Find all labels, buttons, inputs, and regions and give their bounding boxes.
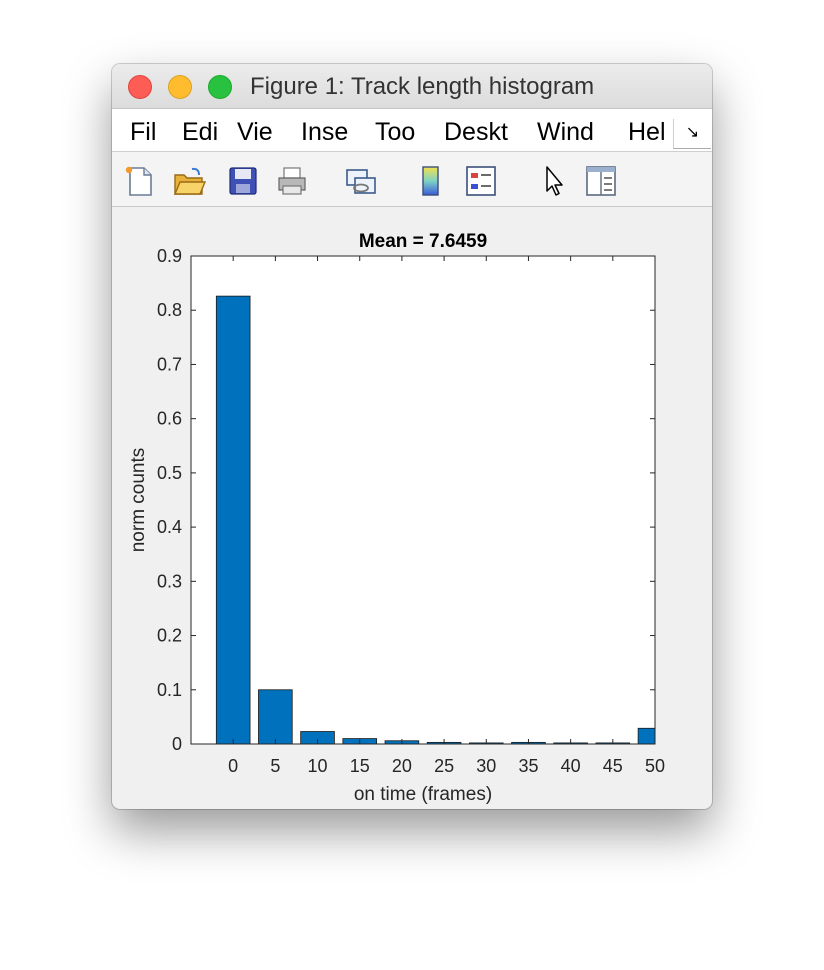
menu-insert[interactable]: Inse [301,118,349,146]
colorbar-icon[interactable] [414,164,448,198]
close-window-button[interactable] [128,75,152,99]
legend-icon[interactable] [464,164,498,198]
histogram-bar [215,295,251,745]
x-tick-label: 20 [392,756,412,776]
x-tick-label: 25 [434,756,454,776]
y-tick-label: 0.3 [157,571,182,591]
axes-background [191,256,655,744]
y-tick-label: 0.8 [157,300,182,320]
chart-title: Mean = 7.6459 [359,231,487,252]
x-axis-label: on time (frames) [354,784,492,805]
title-bar[interactable]: Figure 1: Track length histogram [112,64,712,109]
x-tick-label: 10 [308,756,328,776]
histogram-chart: 0 5 10 15 20 25 30 35 40 45 50 0 0.1 0.2 0.3 0.4 0.5 0.6 0… [128,231,665,805]
minimize-window-button[interactable] [168,75,192,99]
x-tick-label: 15 [350,756,370,776]
plot-area: 0 5 10 15 20 25 30 35 40 45 50 0 0.1 0.2 0.3 0.4 0.5 0.6 0… [112,207,712,809]
new-figure-icon[interactable] [122,164,156,198]
menu-view[interactable]: Vie [237,118,273,146]
y-tick-label: 0.6 [157,409,182,429]
x-tick-label: 5 [270,756,280,776]
y-tick-label: 0.1 [157,680,182,700]
y-tick-label: 0.2 [157,626,182,646]
y-tick-label: 0.5 [157,463,182,483]
menu-window[interactable]: Wind [537,118,594,146]
menu-tools[interactable]: Too [375,118,416,146]
link-plot-icon[interactable] [344,164,378,198]
x-tick-label: 45 [603,756,623,776]
menu-bar: Fil Edi Vie Inse Too Deskt Wind Hel ↘ [112,109,712,152]
property-inspector-icon[interactable] [584,164,618,198]
histogram-bar [637,727,656,745]
window-title: Figure 1: Track length histogram [250,73,595,100]
edit-plot-arrow-icon[interactable] [537,164,571,198]
menu-file[interactable]: Fil [130,118,157,146]
maximize-window-button[interactable] [208,75,232,99]
x-tick-label: 40 [561,756,581,776]
histogram-bar [258,689,293,745]
y-tick-label: 0.4 [157,517,182,537]
y-tick-label: 0.7 [157,354,182,374]
figure-window: Figure 1: Track length histogram Fil Edi… [112,64,712,809]
x-tick-label: 35 [518,756,538,776]
open-file-icon[interactable] [172,164,206,198]
x-tick-label: 30 [476,756,496,776]
menu-help[interactable]: Hel [628,118,666,146]
y-tick-label: 0.9 [157,246,182,266]
menu-desktop[interactable]: Deskt [444,118,508,146]
figure-toolbar [112,152,712,207]
print-icon[interactable] [275,164,309,198]
x-tick-label: 0 [228,756,238,776]
menu-overflow-button[interactable]: ↘ [673,119,711,149]
x-tick-label: 50 [645,756,665,776]
menu-edit[interactable]: Edi [182,118,219,146]
save-icon[interactable] [226,164,260,198]
axes-box [190,255,656,745]
y-tick-label: 0 [172,734,182,754]
y-axis-label: norm counts [128,448,149,553]
